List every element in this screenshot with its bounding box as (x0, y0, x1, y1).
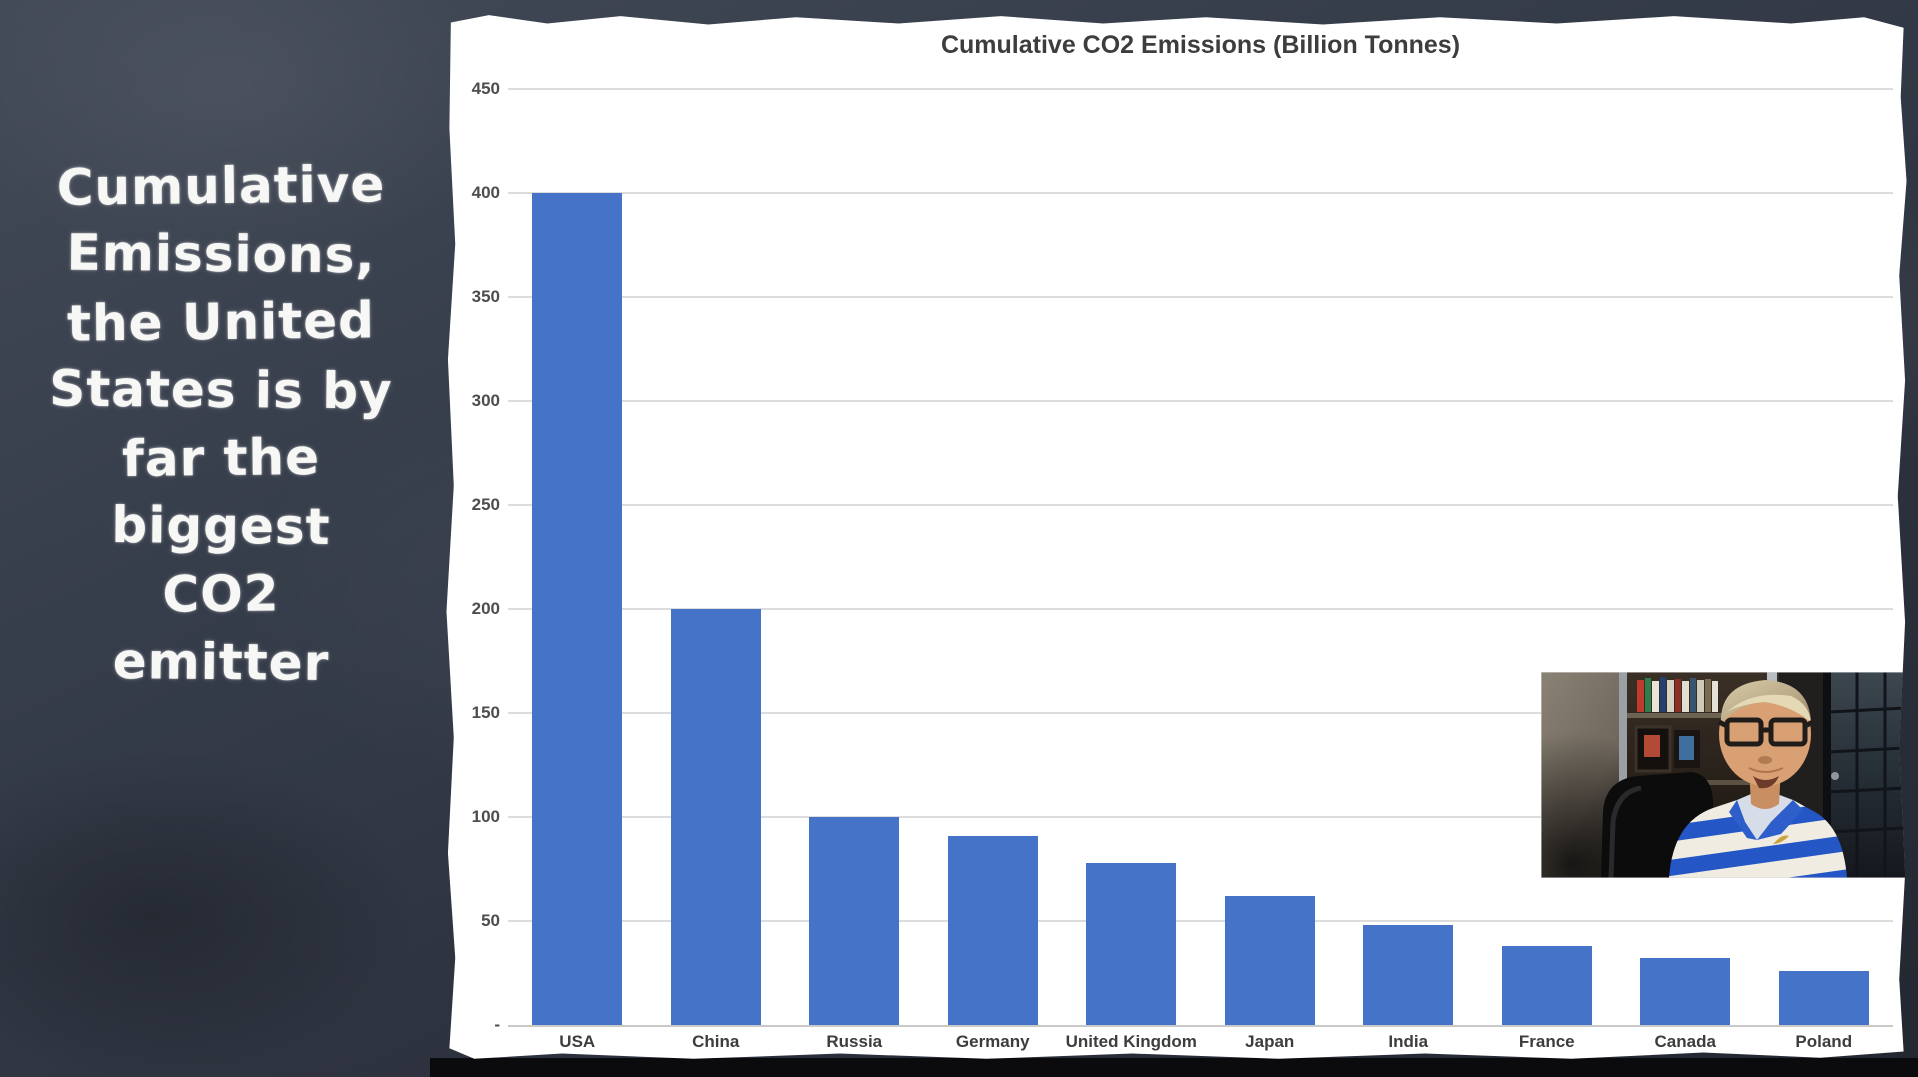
y-axis-tick-label: 450 (471, 79, 500, 98)
x-axis-category-label: Canada (1654, 1032, 1716, 1051)
x-axis-category-label: Poland (1795, 1032, 1853, 1051)
bar-germany (947, 835, 1038, 1025)
y-axis-tick-label: 300 (471, 391, 500, 410)
bar-india (1363, 925, 1454, 1025)
x-axis-category-label: Russia (826, 1032, 883, 1051)
gridline (508, 816, 1893, 818)
bar-chart-plot-area: 450 400 350 300 250 200 150 100 50 - (472, 79, 1893, 1034)
speaker (1669, 680, 1847, 878)
chalk-text-line: the United (66, 291, 376, 353)
y-axis-tick-label: 250 (471, 495, 500, 514)
chalk-text-line: emitter (112, 632, 330, 692)
y-axis-tick-label: 200 (471, 599, 500, 618)
y-axis-tick-label: - (494, 1015, 500, 1034)
gridline (508, 88, 1893, 90)
y-axis-tick-label: 150 (471, 703, 500, 722)
gridline (508, 296, 1893, 298)
x-axis-labels: USA China Russia Germany United Kingdom Japan… (508, 1032, 1893, 1059)
x-axis-category-label: United Kingdom (1065, 1032, 1197, 1051)
book-spines (1637, 677, 1718, 712)
gridline (508, 400, 1893, 402)
webcam-overlay (1541, 672, 1906, 878)
chalk-text-line: biggest (111, 496, 331, 556)
y-axis-tick-label: 350 (471, 287, 500, 306)
y-axis-tick-label: 100 (471, 807, 500, 826)
chalk-text-line: Cumulative (56, 155, 386, 217)
chart-title: Cumulative CO2 Emissions (Billion Tonnes… (940, 31, 1461, 59)
panel-shadow (430, 1058, 1918, 1077)
bar-japan (1224, 896, 1315, 1025)
chalkboard-caption: Cumulative Emissions, the United States is … (0, 152, 442, 696)
gridline (508, 920, 1893, 922)
gridline (508, 504, 1893, 506)
bar-usa (532, 193, 623, 1025)
chalk-text-line: far the (121, 427, 321, 489)
gridline (508, 192, 1893, 194)
chalk-text-line: States is by (49, 359, 393, 421)
x-axis-category-label: France (1518, 1032, 1575, 1051)
bar-canada (1640, 958, 1731, 1025)
chalk-text-line: Emissions, (66, 223, 376, 285)
bar-china (670, 609, 761, 1025)
bar-united-kingdom (1086, 862, 1177, 1025)
bar-poland (1778, 970, 1869, 1025)
chart-panel: Cumulative CO2 Emissions (Billion Tonnes… (446, 15, 1907, 1059)
y-axis-tick-label: 50 (481, 911, 500, 930)
y-axis-tick-label: 400 (471, 183, 500, 202)
chalk-text-line: CO2 (162, 564, 280, 624)
bar-russia (809, 817, 900, 1025)
gridline (508, 608, 1893, 610)
gridline (508, 712, 1893, 714)
x-axis-category-label: Japan (1245, 1032, 1295, 1051)
x-axis-category-label: USA (559, 1032, 596, 1051)
x-axis-category-label: India (1388, 1032, 1429, 1051)
x-axis-category-label: Germany (955, 1032, 1030, 1051)
x-axis-category-label: China (692, 1032, 740, 1051)
bar-france (1501, 945, 1592, 1025)
